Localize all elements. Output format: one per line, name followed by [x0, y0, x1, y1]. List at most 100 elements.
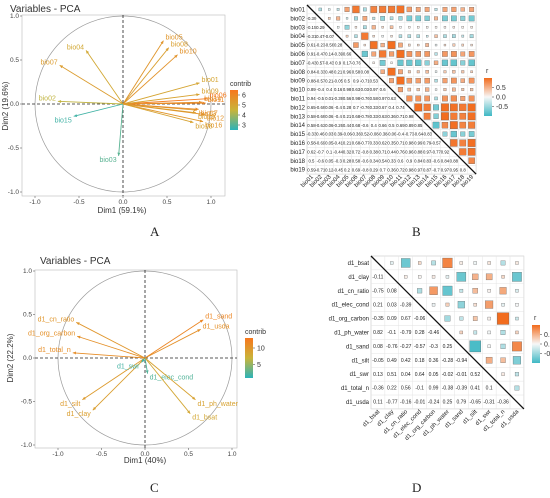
correlation-square — [441, 59, 449, 66]
correlation-value: 0.68 — [352, 123, 361, 128]
correlation-value: 0.06 — [325, 123, 334, 128]
correlation-square — [443, 43, 447, 47]
correlation-value: 0.98 — [405, 114, 414, 119]
x-axis-label: Dim1 (59.1%) — [98, 206, 147, 215]
correlation-value: 0.62 — [307, 149, 316, 154]
correlation-square — [434, 96, 438, 101]
legend-colorbar — [532, 325, 540, 363]
correlation-value: 0.52 — [361, 132, 370, 137]
arrowhead-bio09 — [196, 93, 200, 97]
correlation-square — [406, 77, 413, 84]
correlation-value: -0.31 — [483, 400, 495, 406]
correlation-value: -0.76 — [360, 96, 370, 101]
correlation-value: -0.77 — [360, 141, 370, 146]
correlation-value: 0.1 — [326, 149, 333, 154]
vector-arrow-d1_ph_water — [144, 357, 196, 401]
correlation-square — [408, 26, 411, 29]
row-label: bio10 — [290, 88, 305, 94]
correlation-square — [500, 343, 506, 349]
x-tick-label: 0.0 — [140, 451, 149, 458]
correlation-square — [460, 78, 465, 83]
correlation-value: -0.8 — [361, 149, 369, 154]
arrowhead-bio16 — [199, 119, 204, 123]
y-axis-label: Dim2 (22.2%) — [6, 333, 15, 382]
correlation-square — [460, 60, 466, 66]
correlation-value: -0.38 — [378, 132, 388, 137]
vector-label-bio05: bio05 — [165, 35, 182, 42]
correlation-square — [461, 34, 465, 38]
correlation-square — [459, 103, 467, 111]
vector-arrow-bio09 — [122, 93, 200, 105]
correlation-square — [371, 51, 377, 57]
correlation-square — [442, 95, 448, 102]
correlation-value: -0.76 — [360, 105, 370, 110]
correlation-value: -0.06 — [414, 316, 426, 322]
row-label: bio17 — [290, 150, 305, 156]
correlation-square — [417, 43, 420, 47]
correlation-square — [387, 67, 396, 76]
correlation-value: -0.63 — [315, 123, 325, 128]
row-label: bio04 — [290, 34, 305, 40]
arrowhead-bio05 — [160, 40, 164, 45]
correlation-value: -0.39 — [333, 52, 343, 57]
correlation-square — [460, 131, 466, 137]
legend-tick-label: 5 — [257, 362, 261, 369]
correlation-square — [387, 41, 396, 49]
vector-label-bio01: bio01 — [202, 77, 219, 84]
correlation-square — [389, 16, 394, 21]
correlation-value: 0.89 — [405, 123, 414, 128]
row-label: d1_swr — [350, 372, 369, 378]
correlation-value: 0.84 — [441, 158, 450, 163]
correlation-value: -0.26 — [333, 123, 343, 128]
correlation-square — [514, 385, 520, 391]
row-label: d1_total_n — [341, 386, 369, 392]
correlation-value: 0.18 — [415, 358, 425, 364]
correlation-value: 0.9 — [406, 158, 413, 163]
correlation-value: 0.88 — [307, 78, 316, 83]
correlation-value: 0.54 — [378, 158, 387, 163]
correlation-value: 0.33 — [370, 114, 379, 119]
correlation-value: -0.01 — [414, 400, 426, 406]
correlation-square — [416, 70, 420, 74]
correlation-value: -0.69 — [315, 114, 325, 119]
vector-arrow-bio10 — [122, 54, 178, 105]
row-label: bio09 — [290, 79, 305, 85]
correlation-value: -0.3 — [429, 344, 438, 350]
correlation-value: -0.4 — [334, 114, 342, 119]
correlation-value: 0.34 — [370, 158, 379, 163]
vector-label-bio16: bio16 — [205, 123, 222, 130]
correlation-value: 0.05 — [325, 158, 334, 163]
x-tick-label: -0.5 — [73, 199, 85, 206]
correlation-square — [501, 372, 505, 376]
vector-label-d1_elec_cond: d1_elec_cond — [150, 375, 194, 382]
correlation-value: 0.36 — [387, 114, 396, 119]
arrowhead-bio15 — [73, 114, 78, 118]
arrowhead-d1_clay — [92, 406, 97, 411]
correlation-square — [352, 5, 360, 14]
correlation-square — [470, 88, 474, 92]
vector-label-bio15: bio15 — [55, 117, 72, 124]
correlation-value: -0.05 — [333, 78, 343, 83]
correlation-square — [452, 34, 456, 38]
correlation-value: 0.68 — [352, 141, 361, 146]
correlation-square — [424, 60, 430, 66]
row-label: bio15 — [290, 132, 305, 138]
matrix-cell — [509, 394, 525, 410]
correlation-value: 0.4 — [371, 123, 378, 128]
correlation-square — [499, 287, 507, 295]
y-tick-label: 0.0 — [23, 355, 32, 362]
correlation-square — [370, 6, 378, 13]
correlation-value: 0.04 — [401, 372, 411, 378]
correlation-value: -0.78 — [360, 114, 370, 119]
arrowhead-bio03 — [117, 152, 121, 156]
correlation-square — [485, 273, 493, 281]
row-label: bio08 — [290, 70, 305, 76]
correlation-value: 0.36 — [429, 358, 439, 364]
vector-label-bio02: bio02 — [39, 95, 56, 102]
correlation-square — [515, 303, 519, 307]
correlation-square — [406, 6, 412, 13]
correlation-value: 0.11 — [373, 400, 383, 406]
correlation-square — [337, 26, 340, 29]
